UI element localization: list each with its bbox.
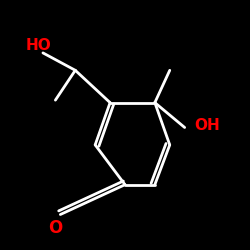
Text: OH: OH [194,118,220,132]
Text: O: O [48,220,62,238]
Text: HO: HO [26,38,51,53]
